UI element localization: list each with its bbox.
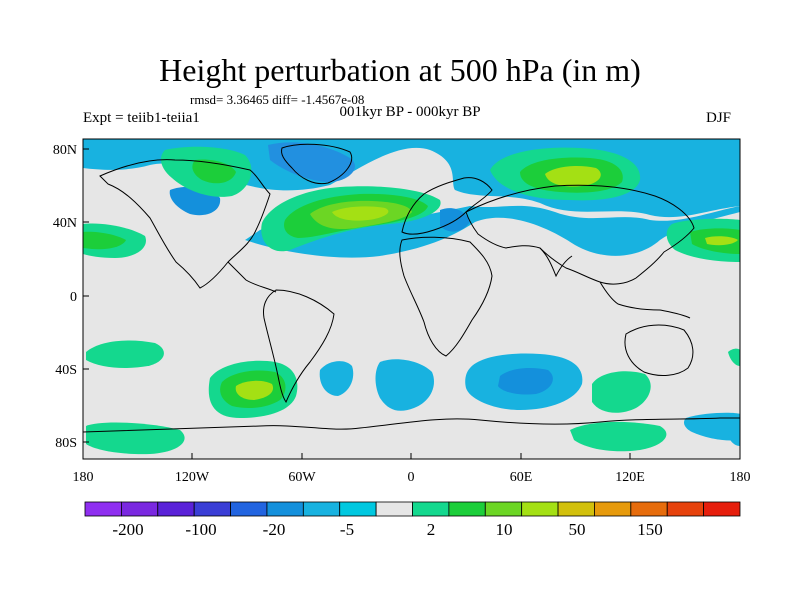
contour-yellow-siberia — [545, 166, 601, 187]
europe-coast — [401, 177, 493, 235]
southeast-asia-coast — [599, 281, 691, 319]
south-america-coast — [263, 289, 335, 404]
contour-yellow-atlantic — [332, 206, 389, 221]
x-tick-label-120w: 120W — [175, 470, 210, 485]
colorbar-swatch — [120, 501, 159, 517]
colorbar-swatch — [448, 501, 486, 517]
colorbar-label: 50 — [569, 520, 586, 539]
x-tick-label-180e: 180 — [730, 470, 751, 485]
colorbar-swatch — [266, 501, 304, 517]
rmsd-stats: rmsd= 3.36465 diff= -1.4567e-08 — [190, 92, 365, 107]
colorbar-swatch — [302, 501, 341, 517]
colorbar-swatch — [84, 501, 122, 517]
colorbar-swatch — [193, 501, 231, 517]
colorbar-label: -20 — [263, 520, 286, 539]
y-tick-label-80n: 80N — [53, 143, 77, 158]
australia-coast — [624, 324, 694, 376]
y-tick-label-40s: 40S — [55, 363, 77, 378]
colorbar-swatch — [557, 501, 595, 517]
contour-green-antarctic-east — [570, 421, 667, 452]
colorbar-swatch — [703, 501, 741, 517]
contour-blue-antarctic-south — [728, 430, 740, 446]
x-tick-label-60w: 60W — [288, 470, 316, 485]
colorbar-swatch — [230, 501, 268, 517]
contour-fields — [83, 139, 740, 455]
coastlines — [83, 143, 740, 433]
contour-green-south-pacific-east — [728, 348, 740, 366]
antarctica-coast — [83, 417, 740, 433]
contour-green-south-pacific — [86, 340, 164, 368]
colorbar-label: -200 — [112, 520, 143, 539]
colorbar — [84, 501, 741, 517]
central-america-coast — [227, 261, 277, 293]
contour-green-antarctic-west — [86, 422, 185, 455]
contour-green-pacific-west-core — [83, 231, 126, 250]
africa-coast — [399, 236, 493, 357]
contour-blue-south-atlantic — [319, 361, 354, 396]
y-tick-label-40n: 40N — [53, 216, 77, 231]
contour-green-south-indian — [592, 371, 651, 413]
colorbar-label: 150 — [637, 520, 663, 539]
colorbar-label: -100 — [185, 520, 216, 539]
y-tick-label-80s: 80S — [55, 436, 77, 451]
tick-marks — [82, 148, 741, 459]
contour-blue-south-atlantic-2 — [375, 359, 434, 411]
colorbar-label: 2 — [427, 520, 436, 539]
colorbar-swatch — [157, 501, 195, 517]
colorbar-labels: -200 -100 -20 -5 2 10 50 150 — [112, 520, 662, 539]
colorbar-swatch — [666, 501, 705, 517]
contour-blue-greenland — [268, 142, 355, 183]
colorbar-label: -5 — [340, 520, 354, 539]
colorbar-swatch — [412, 501, 450, 517]
north-america-coast — [99, 159, 271, 289]
greenland-coast — [281, 143, 352, 185]
contour-yellow-south-america — [235, 380, 274, 400]
contour-blue-indian-core — [498, 368, 553, 395]
asia-coast — [465, 184, 695, 285]
colorbar-swatch — [375, 501, 413, 517]
experiment-label: Expt = teiib1-teiia1 — [83, 110, 200, 126]
season-label: DJF — [706, 110, 732, 126]
contour-blue-north-atlantic — [440, 208, 470, 232]
map-title: Height perturbation at 500 hPa (in m) — [159, 52, 641, 88]
contour-yellow-pacific-east — [705, 236, 738, 246]
period-label: 001kyr BP - 000kyr BP — [339, 104, 481, 120]
x-tick-label-0: 0 — [408, 470, 415, 485]
colorbar-label: 10 — [496, 520, 513, 539]
contour-blue-antarctic — [684, 412, 740, 441]
x-tick-label-180w: 180 — [73, 470, 94, 485]
colorbar-swatch — [630, 501, 668, 517]
x-tick-label-60e: 60E — [510, 470, 533, 485]
india-coast — [539, 247, 573, 278]
colorbar-swatch — [484, 501, 523, 517]
colorbar-swatch — [521, 501, 559, 517]
y-tick-label-0: 0 — [70, 290, 77, 305]
x-tick-label-120e: 120E — [615, 470, 645, 485]
colorbar-swatch — [594, 501, 632, 517]
colorbar-swatch — [339, 501, 377, 517]
